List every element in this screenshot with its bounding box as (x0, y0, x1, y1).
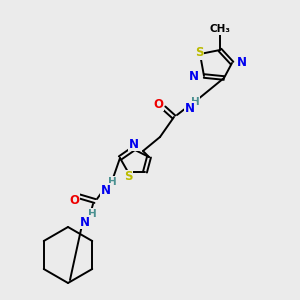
Text: O: O (153, 98, 163, 110)
Text: H: H (190, 97, 200, 107)
Text: N: N (101, 184, 111, 196)
Text: H: H (88, 209, 96, 219)
Text: N: N (189, 70, 199, 83)
Text: N: N (129, 137, 139, 151)
Text: N: N (185, 101, 195, 115)
Text: S: S (124, 170, 132, 184)
Text: CH₃: CH₃ (209, 24, 230, 34)
Text: O: O (69, 194, 79, 206)
Text: N: N (237, 56, 247, 70)
Text: H: H (108, 177, 116, 187)
Text: S: S (195, 46, 203, 59)
Text: N: N (80, 215, 90, 229)
